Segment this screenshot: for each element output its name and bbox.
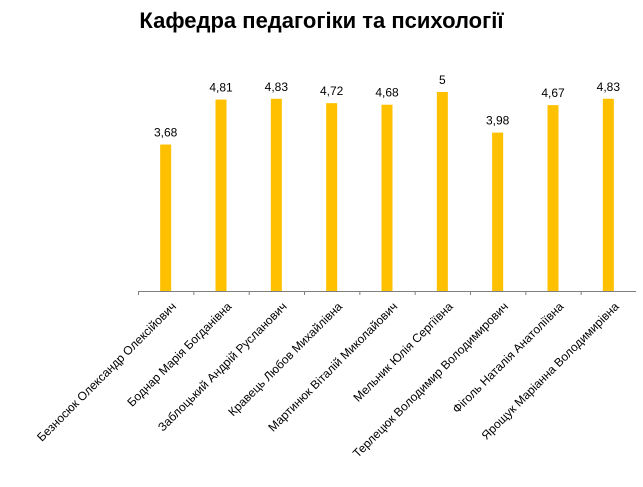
- data-label: 4,67: [541, 86, 565, 100]
- data-label: 4,83: [265, 80, 289, 94]
- bar: [215, 99, 227, 291]
- category-label: Фіголь Наталія Анатоліївна: [450, 299, 567, 416]
- bar: [160, 144, 172, 291]
- bar: [270, 98, 282, 292]
- bar: [381, 104, 393, 292]
- data-label: 3,68: [154, 126, 178, 140]
- data-label: 4,81: [209, 81, 233, 95]
- data-label: 5: [439, 73, 446, 87]
- data-label: 4,72: [320, 84, 344, 98]
- category-label: Боднар Марія Богданівна: [124, 299, 234, 409]
- bar: [436, 92, 448, 291]
- bar: [492, 132, 504, 291]
- data-label: 4,83: [597, 80, 621, 94]
- bar: [547, 105, 559, 291]
- data-label: 4,68: [375, 86, 399, 100]
- bar: [602, 98, 614, 292]
- bar: [326, 103, 338, 291]
- data-label: 3,98: [486, 114, 510, 128]
- chart-title: Кафедра педагогіки та психології: [139, 8, 504, 33]
- category-label: Мельник Юлія Сергіївна: [351, 299, 456, 404]
- category-label: Кравець Любов Михайлівна: [225, 299, 345, 419]
- bars-layer: [160, 92, 614, 292]
